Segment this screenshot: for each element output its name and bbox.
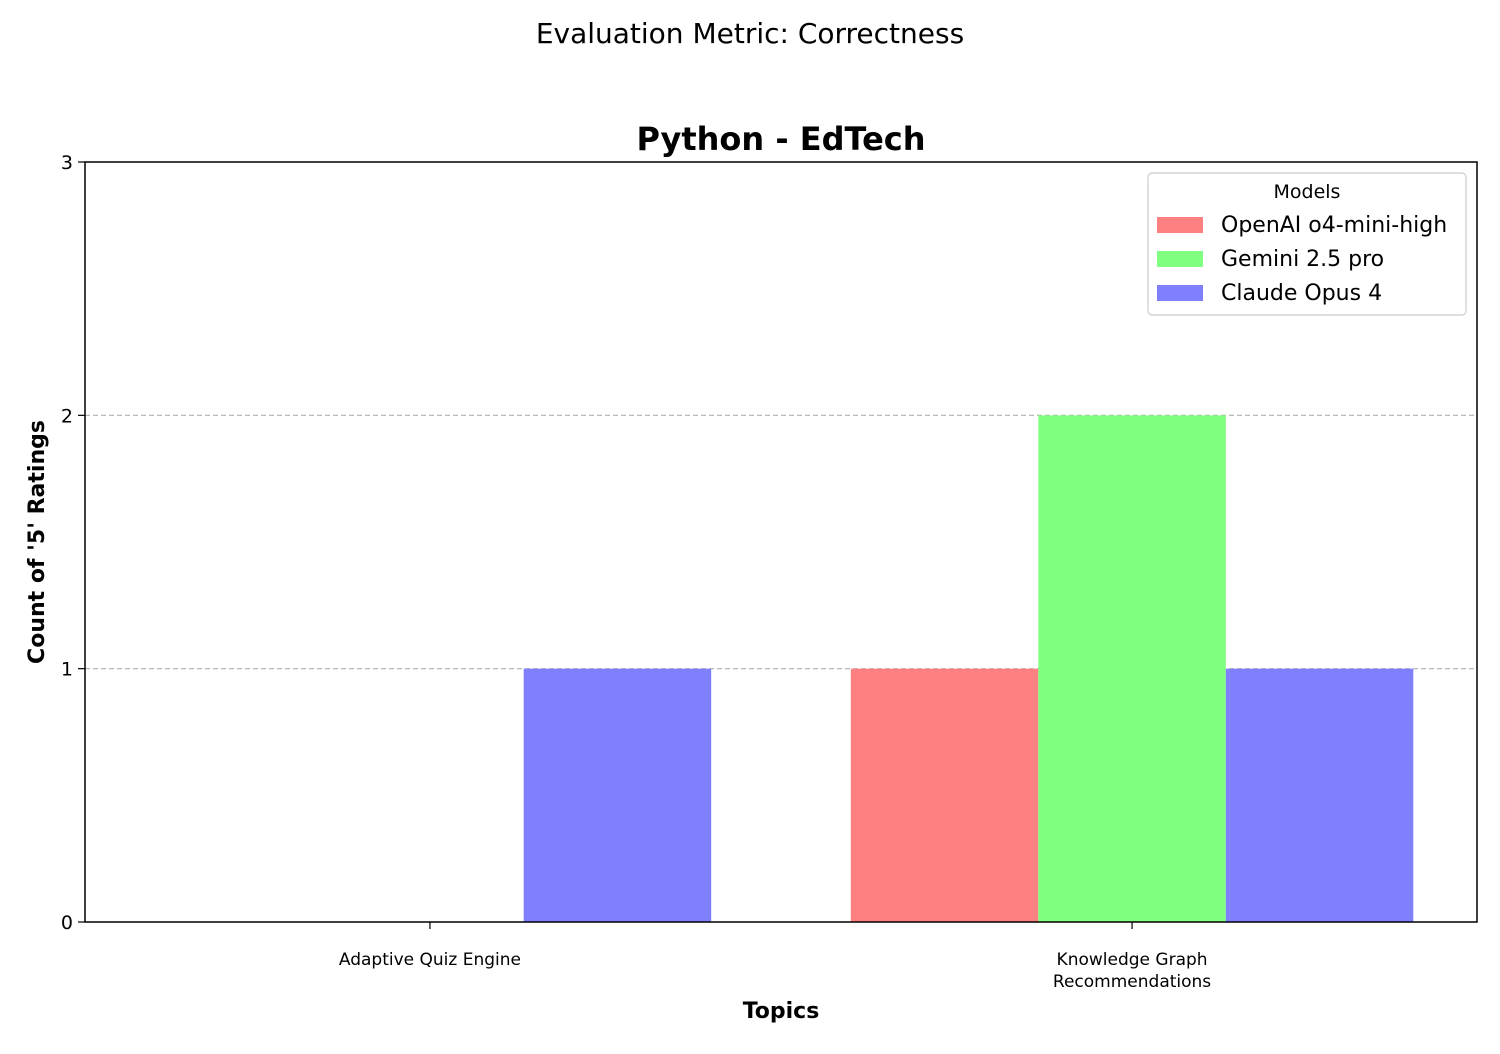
bar	[1225, 668, 1414, 922]
x-tick-label: Knowledge Graph Recommendations	[1053, 950, 1211, 992]
legend-label: OpenAI o4-mini-high	[1221, 213, 1447, 238]
y-tick-label: 2	[61, 405, 73, 427]
legend-label: Gemini 2.5 pro	[1221, 247, 1384, 272]
x-axis-ticks: Adaptive Quiz Engine Knowledge Graph Recom…	[339, 922, 1211, 992]
bars	[523, 415, 1414, 922]
legend-box	[1147, 172, 1467, 316]
y-axis-ticks: 0 1 2 3	[61, 152, 85, 934]
figure-suptitle: Evaluation Metric: Correctness	[536, 17, 964, 50]
y-tick-label: 0	[61, 912, 73, 934]
x-axis-label: Topics	[743, 999, 820, 1024]
y-tick-label: 3	[61, 152, 73, 174]
y-tick-label: 1	[61, 659, 73, 681]
bar	[850, 668, 1039, 922]
x-tick-label: Adaptive Quiz Engine	[339, 950, 521, 970]
legend-swatch	[1157, 251, 1203, 267]
legend-swatch	[1157, 217, 1203, 233]
legend-title: Models	[1274, 181, 1341, 203]
legend-label: Claude Opus 4	[1221, 281, 1382, 306]
bar	[1038, 415, 1226, 922]
x-tick-label-line: Recommendations	[1053, 972, 1211, 992]
x-tick-label-line: Adaptive Quiz Engine	[339, 950, 521, 970]
plot-frame	[84, 161, 1478, 923]
grid-lines	[85, 414, 1477, 670]
legend-swatch	[1157, 285, 1203, 301]
x-tick-label-line: Knowledge Graph	[1057, 950, 1208, 970]
legend: Models OpenAI o4-mini-high Gemini 2.5 pro C…	[1147, 172, 1467, 316]
y-axis-label: Count of '5' Ratings	[25, 420, 50, 664]
chart-title: Python - EdTech	[636, 120, 925, 158]
bar	[523, 668, 712, 922]
